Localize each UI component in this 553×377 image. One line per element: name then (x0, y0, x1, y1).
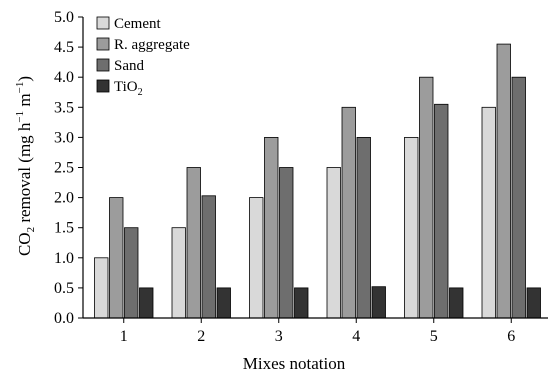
bar-r-aggregate-3 (264, 136, 279, 319)
y-tick-label: 2.0 (54, 190, 74, 207)
y-axis-ticks: 0.0 0.5 1.0 1.5 2.0 2.5 3.0 3.5 4.0 4.5 5.0 (54, 9, 83, 327)
bar-sand-5 (434, 103, 449, 319)
bar-cement-4 (326, 167, 341, 319)
x-tick-label: 3 (275, 328, 283, 345)
y-tick-label: 1.0 (54, 250, 74, 267)
bar-sand-1 (124, 227, 139, 319)
x-tick-label: 2 (197, 328, 205, 345)
y-tick-label: 3.0 (54, 129, 74, 146)
legend-swatch (96, 16, 110, 30)
bar-r-aggregate-6 (496, 43, 511, 319)
bar-r-aggregate-2 (186, 167, 201, 319)
bar-sand-6 (511, 76, 526, 319)
y-tick-label: 2.5 (54, 160, 74, 177)
legend-swatch (96, 37, 110, 51)
bar-r-aggregate-1 (109, 197, 124, 319)
legend-swatch (96, 79, 110, 93)
y-tick-label: 0.0 (54, 310, 74, 327)
bar-tio2-1 (139, 287, 154, 319)
bar-cement-1 (94, 257, 109, 319)
y-axis-label: CO2 removal (mg h−1 m−1) (14, 76, 37, 256)
bar-cement-3 (249, 197, 264, 319)
bar-cement-5 (404, 136, 419, 319)
bar-cement-6 (481, 106, 496, 319)
bar-r-aggregate-5 (419, 76, 434, 319)
y-tick-label: 5.0 (54, 9, 74, 26)
x-tick-label: 5 (430, 328, 438, 345)
legend-swatch (96, 58, 110, 72)
bar-sand-3 (279, 167, 294, 319)
bar-group (94, 43, 541, 319)
y-tick-label: 3.5 (54, 99, 74, 116)
y-tick-label: 1.5 (54, 220, 74, 237)
bar-tio2-6 (526, 287, 541, 319)
y-tick-label: 4.0 (54, 69, 74, 86)
bar-cement-2 (171, 227, 186, 319)
x-axis-label: Mixes notation (243, 354, 346, 373)
x-axis-ticks: 1 2 3 4 5 6 (120, 318, 515, 345)
bar-tio2-3 (294, 287, 309, 319)
bar-tio2-2 (216, 287, 231, 319)
bar-r-aggregate-4 (341, 106, 356, 319)
y-tick-label: 4.5 (54, 39, 74, 56)
x-tick-label: 6 (507, 328, 515, 345)
bar-tio2-5 (449, 287, 464, 319)
axes (82, 17, 548, 319)
legend-label: R. aggregate (114, 37, 190, 53)
x-tick-label: 1 (120, 328, 128, 345)
bar-sand-4 (356, 136, 371, 319)
bar-tio2-4 (371, 286, 386, 319)
legend-label: Sand (114, 58, 145, 74)
x-tick-label: 4 (352, 328, 360, 345)
y-tick-label: 0.5 (54, 280, 74, 297)
legend-label: TiO2 (114, 79, 143, 98)
legend: Cement R. aggregate Sand TiO2 (96, 16, 190, 98)
legend-label: Cement (114, 16, 161, 32)
bar-sand-2 (201, 195, 216, 319)
